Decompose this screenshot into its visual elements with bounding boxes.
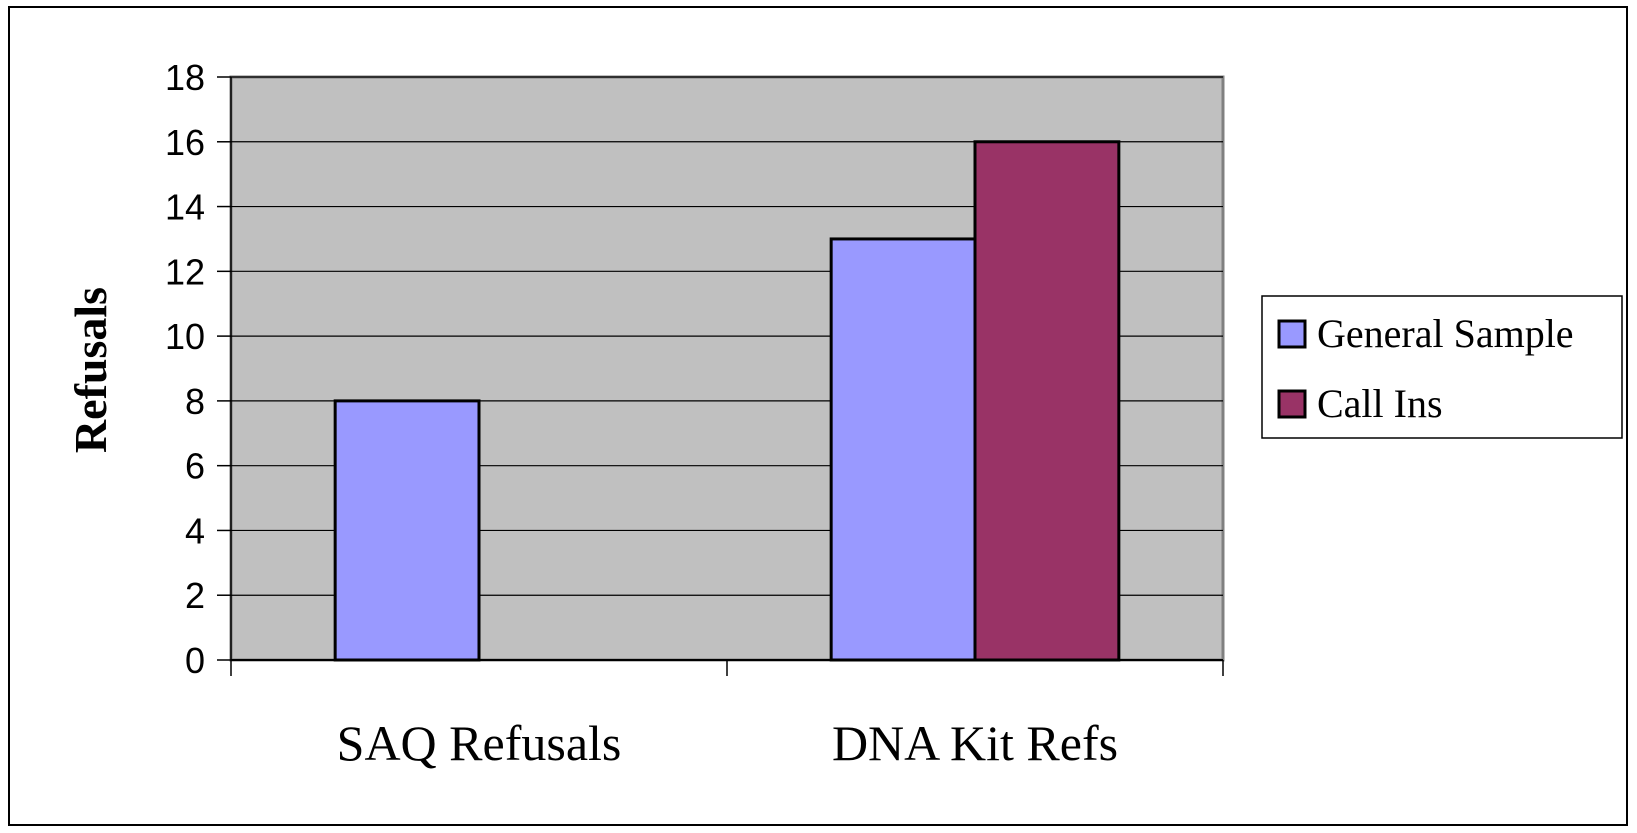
y-tick-label: 8 xyxy=(185,381,205,422)
legend-box xyxy=(1261,295,1623,439)
bars xyxy=(333,140,1121,662)
y-tick-label: 12 xyxy=(165,251,205,292)
y-tick-label: 14 xyxy=(165,187,205,228)
y-tick-label: 10 xyxy=(165,316,205,357)
legend: General Sample Call Ins xyxy=(1261,295,1623,439)
legend-label: Call Ins xyxy=(1317,381,1443,426)
bar-general-sample xyxy=(333,399,481,662)
bar-call-ins xyxy=(973,140,1121,662)
bar-general-sample xyxy=(829,237,977,662)
x-category-label: DNA Kit Refs xyxy=(832,715,1118,771)
legend-label: General Sample xyxy=(1317,311,1574,356)
y-tick-label: 4 xyxy=(185,510,205,551)
y-tick-label: 16 xyxy=(165,122,205,163)
axes: 0 2 4 6 8 10 12 14 16 18 SAQ Refusals DNA Kit Refs xyxy=(165,57,1224,771)
y-tick-label: 6 xyxy=(185,446,205,487)
y-tick-label: 2 xyxy=(185,575,205,616)
y-tick-label: 18 xyxy=(165,57,205,98)
y-axis-title: Refusals xyxy=(65,287,116,453)
legend-swatch xyxy=(1277,389,1307,419)
y-tick-label: 0 xyxy=(185,640,205,681)
x-category-label: SAQ Refusals xyxy=(337,715,622,771)
legend-swatch xyxy=(1277,319,1307,349)
